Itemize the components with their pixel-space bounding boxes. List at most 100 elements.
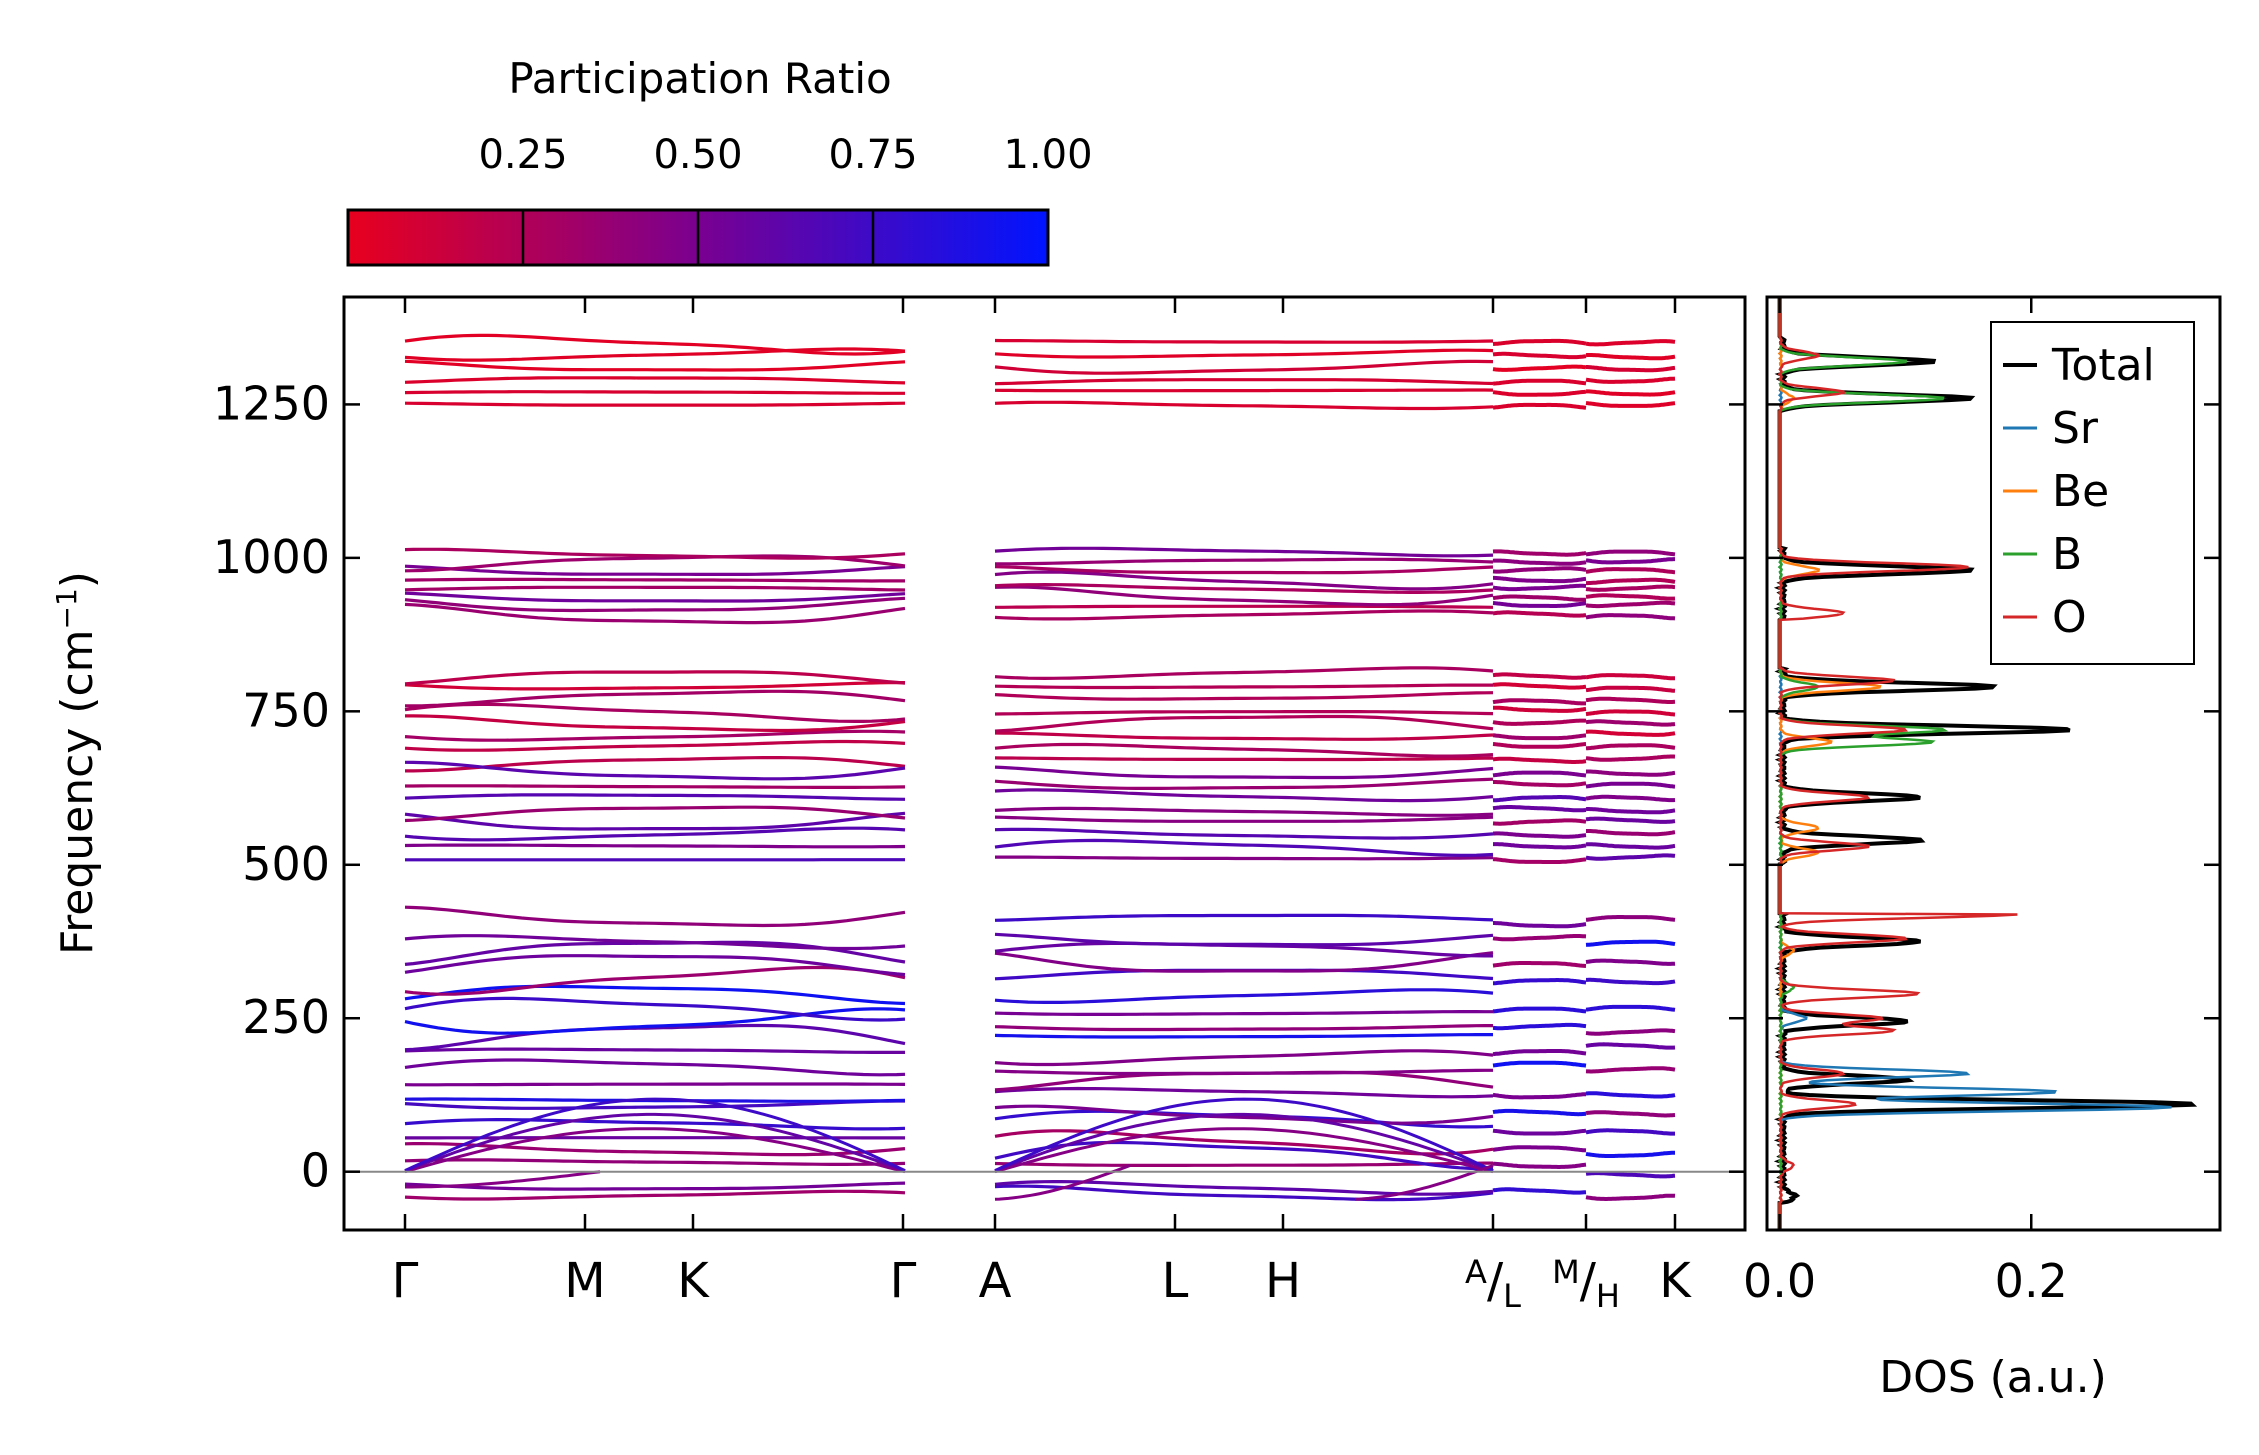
band-line [404, 547, 906, 560]
band-line [1585, 1193, 1676, 1201]
band-line [404, 1097, 906, 1172]
band-line [994, 932, 1494, 947]
colorbar-tick-label: 0.25 [478, 132, 567, 178]
band-line [404, 401, 906, 407]
band-line [994, 388, 1494, 393]
band-line [1585, 958, 1676, 966]
band-line [994, 988, 1494, 1005]
band-line [1492, 733, 1587, 741]
band-line [404, 843, 906, 849]
band-line [404, 965, 906, 996]
band-line [1585, 842, 1676, 850]
band-line [1585, 816, 1676, 824]
band-line [1492, 818, 1587, 826]
band-line [1586, 829, 1676, 837]
band-line [994, 338, 1494, 344]
band-line [1492, 558, 1587, 566]
band-line [404, 602, 906, 625]
band-line [994, 913, 1494, 922]
dos-line-o [1777, 297, 2018, 1230]
band-line [404, 702, 906, 724]
band-line [404, 934, 906, 951]
band-line [404, 1127, 906, 1174]
band-line [1585, 1150, 1675, 1158]
band-line [994, 788, 1494, 803]
band-line [995, 604, 1494, 609]
y-axis-label-text: Frequency (cm [52, 629, 103, 955]
band-line [994, 570, 1494, 591]
band-line [1492, 718, 1587, 726]
band-line [1585, 339, 1676, 347]
band-line [404, 1099, 905, 1110]
band-line [994, 691, 1494, 701]
band-line [404, 1082, 906, 1087]
band-line [994, 1049, 1494, 1067]
band-line [1492, 770, 1587, 778]
band-line [405, 689, 906, 708]
band-line [1585, 613, 1676, 621]
dos-x-tick-label: 0.2 [1995, 1254, 2068, 1308]
band-line [995, 855, 1494, 861]
band-line [1585, 1128, 1675, 1136]
band-line [994, 1184, 1494, 1202]
band-line [994, 1112, 1494, 1173]
band-line [405, 755, 906, 773]
band-line [404, 760, 906, 781]
legend-label: O [2052, 592, 2087, 643]
band-line [994, 756, 1494, 762]
band-line [404, 793, 906, 801]
band-line [1586, 977, 1676, 986]
band-line [1492, 549, 1587, 557]
band-line [404, 577, 905, 583]
band-line [1585, 781, 1676, 789]
band-line [404, 564, 906, 577]
colorbar-tick-label: 0.50 [653, 132, 742, 178]
band-line [994, 1068, 1493, 1076]
band-line [995, 557, 1494, 566]
band-line [994, 546, 1494, 558]
band-line [994, 815, 1494, 823]
band-line [404, 585, 906, 592]
dos-line-b [1777, 297, 1949, 1230]
y-tick-label: 0 [301, 1144, 330, 1198]
band-line [1585, 593, 1676, 601]
band-line [1585, 389, 1676, 397]
band-line [1492, 338, 1587, 346]
band-line [1492, 610, 1587, 618]
band-line [404, 1189, 906, 1201]
band-line [404, 670, 906, 686]
band-line [1492, 756, 1587, 764]
band-line [1492, 402, 1587, 410]
x-tick-label-grouped: A/L [1465, 1253, 1521, 1315]
band-line [404, 826, 906, 842]
band-line [994, 951, 1494, 973]
band-line [1492, 1187, 1587, 1195]
band-line [1586, 365, 1676, 373]
band-line [1492, 1092, 1586, 1100]
dos-x-tick-label: 0.0 [1743, 1254, 1816, 1308]
dos-axes-frame [1765, 295, 2222, 1232]
band-line [1492, 378, 1587, 386]
band-line [404, 347, 906, 362]
band-line [1493, 575, 1587, 584]
band-line [1586, 769, 1676, 777]
band-line [994, 714, 1494, 733]
band-line [1492, 1006, 1587, 1014]
y-tick-label: 250 [242, 990, 330, 1044]
band-line [1492, 857, 1587, 864]
band-line [1493, 780, 1587, 788]
band-line [994, 1140, 1494, 1171]
band-line [404, 1181, 906, 1191]
band-line [1586, 729, 1676, 737]
band-line [1585, 567, 1676, 575]
band-line [1492, 351, 1587, 360]
y-tick-label: 750 [242, 683, 330, 737]
band-line [1492, 1049, 1587, 1057]
band-line [994, 378, 1494, 386]
band-line [1493, 842, 1587, 850]
band-line [1585, 1066, 1676, 1074]
band-line [404, 1141, 906, 1157]
band-line [1354, 1164, 1494, 1201]
band-line [994, 838, 1494, 857]
